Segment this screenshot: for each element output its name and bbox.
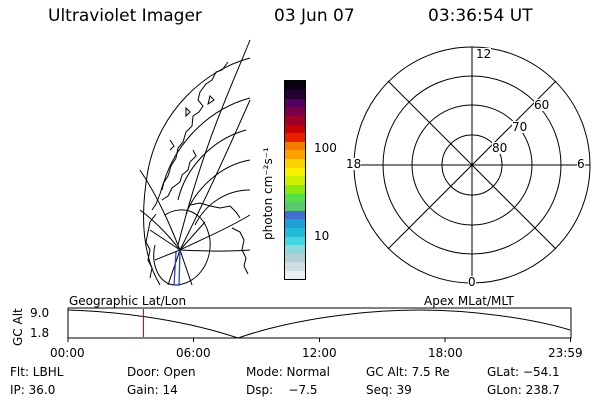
mlt-label-6: 6 xyxy=(577,157,585,171)
colorbar-segment xyxy=(285,167,305,177)
colorbar-segment xyxy=(285,81,305,91)
colorbar-segment xyxy=(285,175,305,185)
colorbar-segment xyxy=(285,210,305,220)
intensity-colorbar xyxy=(284,80,306,280)
time-tick-3: 18:00 xyxy=(428,346,463,360)
time-tick-0: 00:00 xyxy=(50,346,85,360)
gc-alt-tick-high: 9.0 xyxy=(30,306,50,320)
glon-info: GLon: 238.7 xyxy=(487,383,560,397)
colorbar-tick-100: 100 xyxy=(314,141,337,155)
glat-info: GLat: −54.1 xyxy=(487,365,560,379)
mlt-label-0: 0 xyxy=(468,275,476,289)
dsp-info: Dsp: −7.5 xyxy=(246,383,318,397)
time-tick-2: 12:00 xyxy=(302,346,337,360)
gc-alt-tick-low: 1.8 xyxy=(30,326,50,340)
time-tick-1: 06:00 xyxy=(176,346,211,360)
observation-date: 03 Jun 07 xyxy=(274,6,355,26)
strip-left-title: Geographic Lat/Lon xyxy=(69,294,187,308)
colorbar-segment xyxy=(285,184,305,194)
colorbar-segment xyxy=(285,235,305,246)
colorbar-segment xyxy=(285,106,305,117)
colorbar-segment xyxy=(285,115,305,125)
seq-info: Seq: 39 xyxy=(366,383,412,397)
colorbar-segment xyxy=(285,227,305,237)
gain-info: Gain: 14 xyxy=(127,383,178,397)
door-info: Door: Open xyxy=(127,365,196,379)
colorbar-segment xyxy=(285,253,305,263)
mlat-ring-70: 70 xyxy=(512,120,528,134)
mode-info: Mode: Normal xyxy=(246,365,330,379)
colorbar-segment xyxy=(285,201,305,211)
mlat-ring-60: 60 xyxy=(534,98,550,112)
colorbar-segment xyxy=(285,270,305,279)
time-tick-4: 23:59 xyxy=(548,346,583,360)
colorbar-segment xyxy=(285,244,305,254)
instrument-title: Ultraviolet Imager xyxy=(48,6,202,26)
colorbar-segment xyxy=(285,158,305,168)
colorbar-segment xyxy=(285,132,305,142)
mlat-ring-80: 80 xyxy=(492,141,508,155)
colorbar-tick-10: 10 xyxy=(314,229,330,243)
strip-right-title: Apex MLat/MLT xyxy=(424,294,514,308)
gc-alt-info: GC Alt: 7.5 Re xyxy=(366,365,450,379)
filter-info: Flt: LBHL xyxy=(10,365,64,379)
colorbar-segment xyxy=(285,192,305,203)
mlt-label-12: 12 xyxy=(476,47,492,61)
colorbar-segment xyxy=(285,98,305,108)
ip-info: IP: 36.0 xyxy=(10,383,56,397)
colorbar-segment xyxy=(285,141,305,151)
colorbar-segment xyxy=(285,149,305,160)
colorbar-segment xyxy=(285,218,305,228)
colorbar-segment xyxy=(285,261,305,271)
colorbar-segment xyxy=(285,124,305,134)
colorbar-segment xyxy=(285,89,305,99)
mlt-label-18: 18 xyxy=(346,157,362,171)
observation-time: 03:36:54 UT xyxy=(428,6,533,26)
